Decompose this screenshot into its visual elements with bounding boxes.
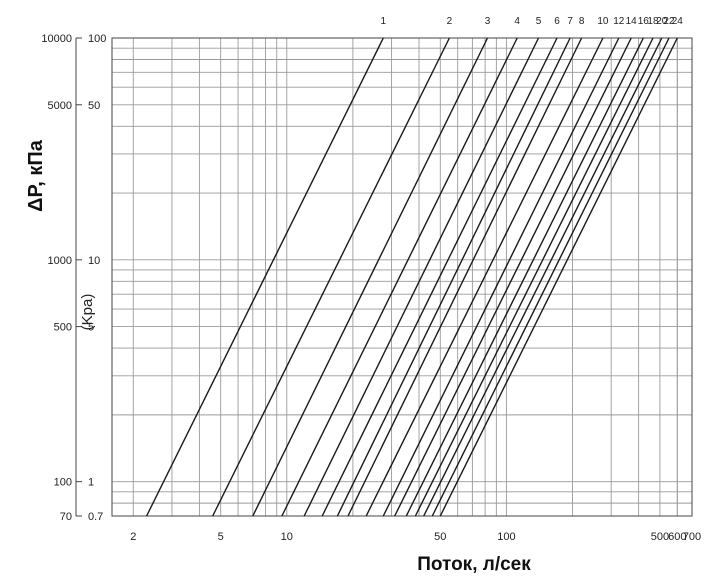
series-5-line xyxy=(303,37,540,517)
series-14-label: 14 xyxy=(626,16,638,27)
plot-frame xyxy=(75,37,693,517)
y-secondary-tick-label: 50 xyxy=(88,100,100,112)
series-7-label: 7 xyxy=(567,16,573,27)
series-3-line xyxy=(252,37,489,517)
series-22-label: 22 xyxy=(663,16,675,27)
x-tick-label: 100 xyxy=(497,531,515,543)
series-18-label: 18 xyxy=(647,16,659,27)
y-primary-tick-label: 5000 xyxy=(48,100,72,112)
series-24-line xyxy=(439,37,678,517)
series-3-label: 3 xyxy=(485,16,491,27)
y-primary-tick-label: 10000 xyxy=(41,33,72,45)
y-primary-tick-label: 1000 xyxy=(48,255,72,267)
x-tick-label: 5 xyxy=(218,531,224,543)
y-secondary-tick-label: 0.7 xyxy=(88,511,103,523)
series-8-line xyxy=(347,37,583,517)
series-5-label: 5 xyxy=(536,16,542,27)
y-axis-secondary-label: (Kpa) xyxy=(79,294,96,331)
series-16-line xyxy=(405,37,644,517)
series-6-line xyxy=(321,37,558,517)
x-axis-label: Поток, л/сек xyxy=(417,554,531,575)
y-secondary-tick-label: 100 xyxy=(88,33,106,45)
x-tick-label: 50 xyxy=(434,531,446,543)
series-8-label: 8 xyxy=(579,16,585,27)
series-16-label: 16 xyxy=(638,16,650,27)
curves xyxy=(145,37,678,517)
y-primary-tick-label: 100 xyxy=(54,477,72,489)
series-2-line xyxy=(212,37,451,517)
series-4-label: 4 xyxy=(514,16,520,27)
series-1-line xyxy=(145,37,384,517)
series-22-line xyxy=(431,37,670,517)
y-primary-tick-label: 500 xyxy=(54,322,72,334)
y-secondary-tick-label: 1 xyxy=(88,477,94,489)
series-2-label: 2 xyxy=(447,16,453,27)
series-4-line xyxy=(281,37,518,517)
series-10-label: 10 xyxy=(597,16,609,27)
y-axis-label: ΔP, кПа xyxy=(25,139,47,212)
series-12-line xyxy=(382,37,620,517)
series-7-line xyxy=(336,37,571,517)
series-10-line xyxy=(365,37,604,517)
series-20-label: 20 xyxy=(656,16,668,27)
series-12-label: 12 xyxy=(613,16,625,27)
y-primary-tick-label: 70 xyxy=(60,511,72,523)
x-tick-label: 700 xyxy=(683,531,701,543)
plot-border xyxy=(111,37,693,517)
x-tick-label: 600 xyxy=(668,531,686,543)
x-tick-label: 10 xyxy=(281,531,293,543)
series-6-label: 6 xyxy=(554,16,560,27)
y-secondary-tick-label: 5 xyxy=(88,322,94,334)
x-tick-label: 2 xyxy=(130,531,136,543)
x-tick-label: 500 xyxy=(651,531,669,543)
series-18-line xyxy=(414,37,654,517)
series-20-line xyxy=(423,37,663,517)
series-14-line xyxy=(394,37,632,517)
series-24-label: 24 xyxy=(672,16,684,27)
y-secondary-tick-label: 10 xyxy=(88,255,100,267)
series-1-label: 1 xyxy=(380,16,386,27)
